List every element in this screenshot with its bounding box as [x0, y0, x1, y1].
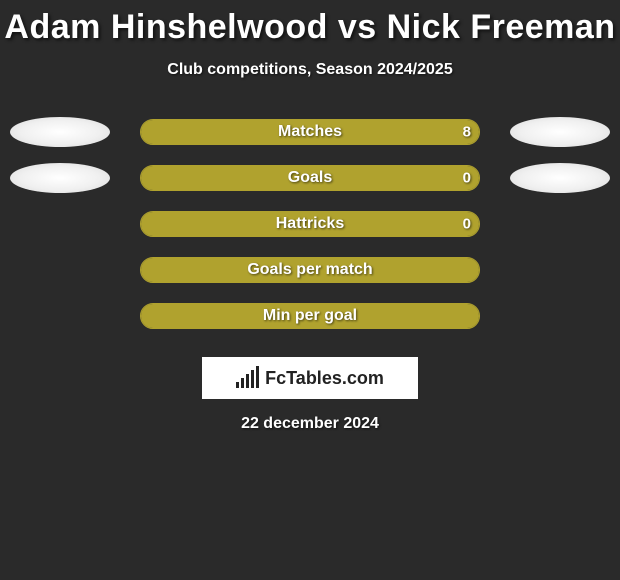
stat-row: Hattricks0	[0, 201, 620, 247]
stat-bar: Matches8	[140, 119, 480, 145]
comparison-title: Adam Hinshelwood vs Nick Freeman	[0, 0, 620, 47]
stat-row: Goals per match	[0, 247, 620, 293]
comparison-subtitle: Club competitions, Season 2024/2025	[0, 61, 620, 79]
stat-value-right: 0	[463, 170, 471, 187]
stat-bar-right-fill	[310, 304, 479, 328]
footer-date: 22 december 2024	[0, 415, 620, 433]
stat-bar-left-fill	[141, 304, 310, 328]
stat-bar: Goals0	[140, 165, 480, 191]
footer-logo-text: FcTables.com	[265, 368, 384, 389]
player-right-avatar	[510, 117, 610, 147]
stat-bar: Min per goal	[140, 303, 480, 329]
stat-bar: Hattricks0	[140, 211, 480, 237]
player-right-avatar	[510, 163, 610, 193]
player-left-avatar	[10, 117, 110, 147]
stat-bar-right-fill	[141, 120, 479, 144]
stat-row: Min per goal	[0, 293, 620, 339]
barchart-icon	[236, 368, 259, 388]
stat-bar: Goals per match	[140, 257, 480, 283]
stats-area: Matches8 Goals0 Hattricks0 Goals per match M…	[0, 109, 620, 339]
stat-value-right: 0	[463, 216, 471, 233]
stat-bar-left-fill	[141, 258, 310, 282]
stat-bar-right-fill	[141, 212, 479, 236]
stat-row: Matches8	[0, 109, 620, 155]
footer-logo: FcTables.com	[202, 357, 418, 399]
stat-bar-right-fill	[141, 166, 479, 190]
stat-value-right: 8	[463, 124, 471, 141]
stat-row: Goals0	[0, 155, 620, 201]
stat-bar-right-fill	[310, 258, 479, 282]
player-left-avatar	[10, 163, 110, 193]
